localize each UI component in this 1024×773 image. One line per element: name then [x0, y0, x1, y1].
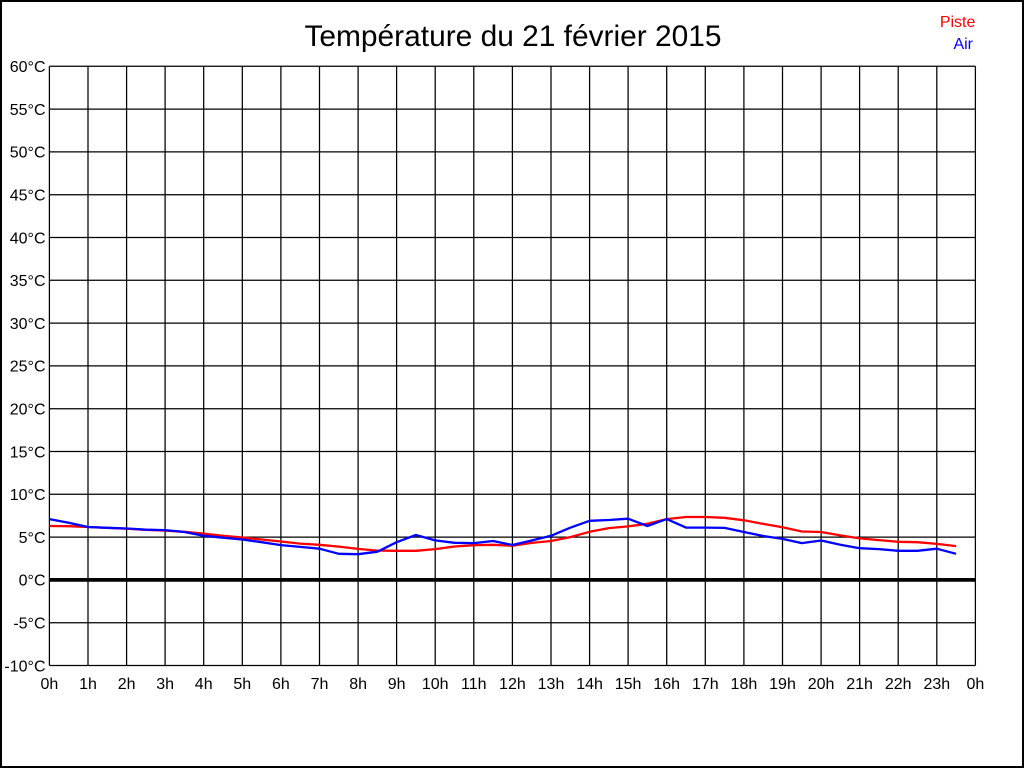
- svg-text:10°C: 10°C: [10, 487, 46, 504]
- svg-text:2h: 2h: [118, 676, 136, 693]
- svg-text:19h: 19h: [769, 676, 796, 693]
- svg-text:10h: 10h: [422, 676, 449, 693]
- svg-text:40°C: 40°C: [10, 230, 46, 247]
- svg-text:21h: 21h: [846, 676, 873, 693]
- svg-text:50°C: 50°C: [10, 145, 46, 162]
- svg-text:7h: 7h: [311, 676, 329, 693]
- svg-text:35°C: 35°C: [10, 273, 46, 290]
- svg-text:5°C: 5°C: [19, 530, 46, 547]
- svg-text:60°C: 60°C: [10, 59, 46, 76]
- svg-text:15°C: 15°C: [10, 444, 46, 461]
- svg-text:9h: 9h: [388, 676, 406, 693]
- svg-text:22h: 22h: [885, 676, 912, 693]
- svg-text:Température du 21 février 2015: Température du 21 février 2015: [304, 20, 721, 53]
- svg-text:6h: 6h: [272, 676, 290, 693]
- svg-text:8h: 8h: [349, 676, 367, 693]
- svg-text:23h: 23h: [923, 676, 950, 693]
- svg-text:5h: 5h: [233, 676, 251, 693]
- svg-text:14h: 14h: [576, 676, 603, 693]
- svg-text:Air: Air: [953, 36, 973, 53]
- svg-text:20°C: 20°C: [10, 402, 46, 419]
- svg-text:3h: 3h: [156, 676, 174, 693]
- svg-text:-10°C: -10°C: [4, 658, 45, 675]
- svg-text:12h: 12h: [499, 676, 526, 693]
- svg-text:25°C: 25°C: [10, 359, 46, 376]
- svg-text:55°C: 55°C: [10, 102, 46, 119]
- svg-text:16h: 16h: [653, 676, 680, 693]
- svg-text:0°C: 0°C: [19, 573, 46, 590]
- svg-text:20h: 20h: [808, 676, 835, 693]
- svg-text:30°C: 30°C: [10, 316, 46, 333]
- svg-text:15h: 15h: [615, 676, 642, 693]
- svg-text:4h: 4h: [195, 676, 213, 693]
- svg-text:1h: 1h: [79, 676, 97, 693]
- svg-text:0h: 0h: [967, 676, 985, 693]
- svg-text:11h: 11h: [461, 676, 487, 693]
- svg-text:Piste: Piste: [940, 14, 976, 31]
- svg-text:0h: 0h: [41, 676, 59, 693]
- svg-text:-5°C: -5°C: [13, 616, 45, 633]
- svg-text:13h: 13h: [538, 676, 565, 693]
- svg-text:17h: 17h: [692, 676, 719, 693]
- svg-text:45°C: 45°C: [10, 188, 46, 205]
- svg-text:18h: 18h: [731, 676, 758, 693]
